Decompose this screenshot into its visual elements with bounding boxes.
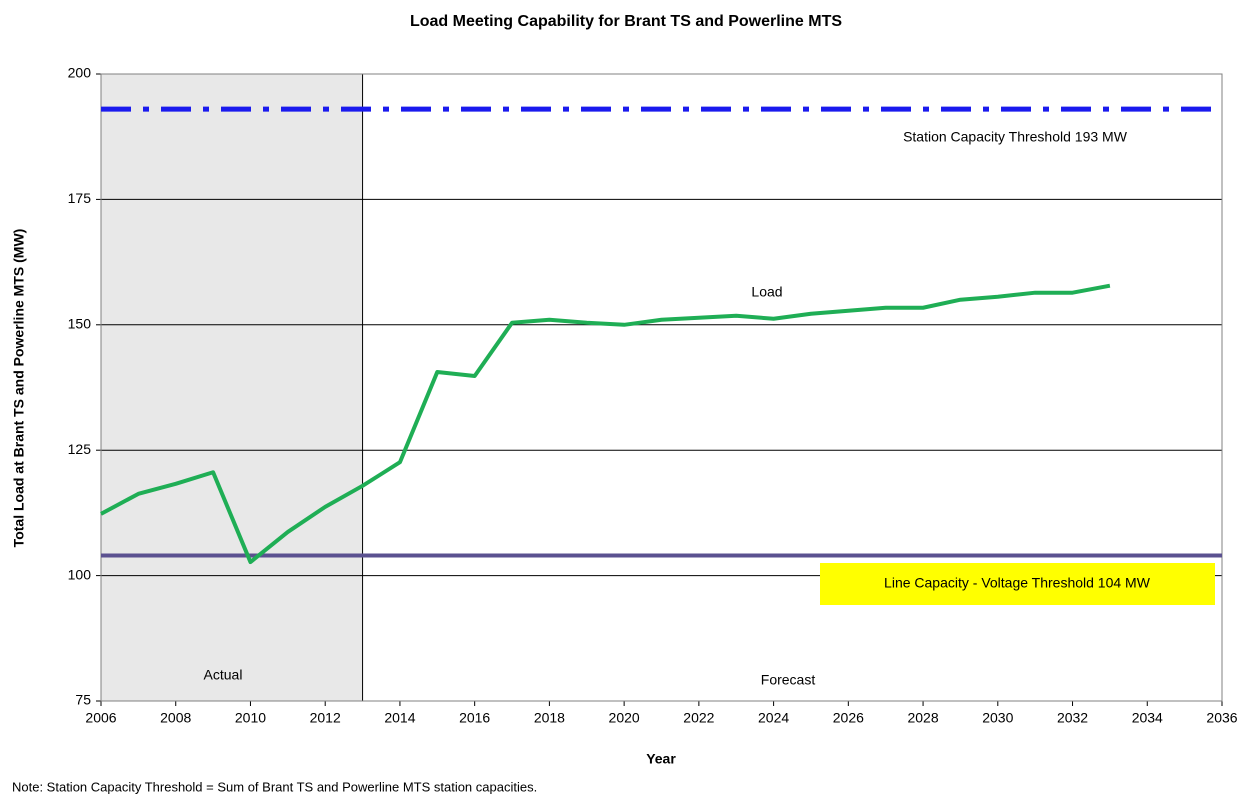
region-label: Actual xyxy=(204,667,243,683)
x-tick-label: 2006 xyxy=(85,710,116,726)
x-tick-label: 2014 xyxy=(384,710,415,726)
x-axis-label: Year xyxy=(646,751,676,767)
x-tick-label: 2010 xyxy=(235,710,266,726)
x-tick-label: 2028 xyxy=(907,710,938,726)
region xyxy=(362,74,1223,701)
chart-title: Load Meeting Capability for Brant TS and… xyxy=(410,13,842,30)
x-tick-label: 2022 xyxy=(683,710,714,726)
threshold-label-box xyxy=(820,563,1215,605)
threshold-label: Station Capacity Threshold 193 MW xyxy=(903,129,1128,145)
plot-frame xyxy=(100,73,1223,702)
threshold-label: Line Capacity - Voltage Threshold 104 MW xyxy=(884,575,1151,591)
y-tick-label: 150 xyxy=(68,316,92,332)
y-tick-label: 125 xyxy=(68,441,92,457)
x-tick-label: 2034 xyxy=(1132,710,1163,726)
x-tick-label: 2020 xyxy=(609,710,640,726)
x-tick-label: 2016 xyxy=(459,710,490,726)
y-tick-label: 175 xyxy=(68,190,92,206)
x-tick-label: 2008 xyxy=(160,710,191,726)
x-tick-label: 2036 xyxy=(1206,710,1237,726)
x-tick-label: 2030 xyxy=(982,710,1013,726)
x-tick-label: 2024 xyxy=(758,710,789,726)
x-tick-label: 2026 xyxy=(833,710,864,726)
region xyxy=(101,74,363,701)
x-tick-label: 2032 xyxy=(1057,710,1088,726)
y-tick-label: 200 xyxy=(68,65,92,81)
note: Note: Station Capacity Threshold = Sum o… xyxy=(12,779,537,794)
y-axis-label: Total Load at Brant TS and Powerline MTS… xyxy=(11,229,27,548)
x-tick-label: 2018 xyxy=(534,710,565,726)
series-label: Load xyxy=(751,284,782,300)
y-tick-label: 75 xyxy=(75,692,91,708)
x-tick-label: 2012 xyxy=(310,710,341,726)
y-tick-label: 100 xyxy=(68,566,92,582)
series-line xyxy=(100,283,1111,565)
region-label: Forecast xyxy=(761,672,816,688)
